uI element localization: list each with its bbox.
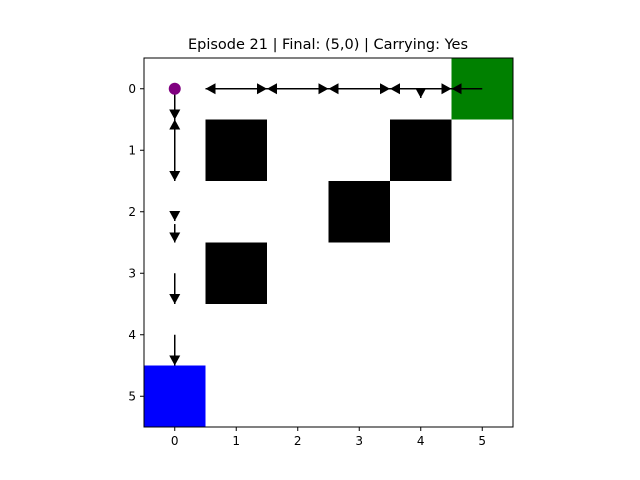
path-arrow [205, 83, 267, 95]
path-arrow [328, 83, 390, 95]
cell-obstacle [390, 119, 452, 181]
arrow-head [257, 83, 267, 95]
cell-obstacle [205, 119, 267, 181]
arrow-head [169, 171, 181, 181]
path-arrow [415, 87, 427, 98]
arrow-head [169, 119, 181, 130]
agent-layer [168, 82, 181, 95]
arrow-head [267, 83, 277, 95]
agent-marker [168, 82, 181, 95]
cells-layer [144, 58, 513, 427]
y-tick-label: 2 [128, 205, 136, 219]
arrow-head [390, 83, 400, 95]
path-arrow [169, 119, 181, 181]
arrow-head [169, 355, 181, 366]
y-tick-label: 3 [128, 266, 136, 280]
y-tick-label: 0 [128, 82, 136, 96]
arrow-head [169, 232, 181, 243]
x-tick-label: 1 [232, 434, 240, 448]
arrow-head [451, 83, 462, 95]
x-axis: 0 1 2 3 4 5 [171, 427, 486, 448]
y-tick-label: 4 [128, 328, 136, 342]
y-tick-label: 1 [128, 143, 136, 157]
cell-obstacle [328, 181, 390, 243]
x-tick-label: 3 [355, 434, 363, 448]
x-tick-label: 2 [294, 434, 302, 448]
x-tick-label: 4 [417, 434, 425, 448]
arrow-head [318, 83, 329, 95]
arrow-head [415, 87, 427, 98]
y-tick-label: 5 [128, 389, 136, 403]
arrows-layer [169, 83, 483, 366]
path-arrow [169, 334, 181, 366]
x-tick-label: 5 [478, 434, 486, 448]
arrow-head [169, 210, 181, 221]
chart-title: Episode 21 | Final: (5,0) | Carrying: Ye… [188, 37, 468, 53]
path-arrow [267, 83, 329, 95]
arrow-head [169, 109, 181, 120]
arrow-head [169, 294, 181, 304]
cell-obstacle [205, 242, 267, 304]
arrow-head [441, 83, 452, 95]
x-tick-label: 0 [171, 434, 179, 448]
arrow-head [205, 83, 216, 95]
path-arrow [169, 210, 181, 221]
path-arrow [169, 224, 181, 243]
cell-drop-off [144, 365, 206, 427]
arrow-head [380, 83, 390, 95]
plot-frame [143, 57, 514, 428]
y-axis: 0 1 2 3 4 5 [128, 82, 144, 403]
arrow-head [328, 83, 339, 95]
path-arrow [451, 83, 483, 95]
path-arrow [169, 273, 181, 304]
